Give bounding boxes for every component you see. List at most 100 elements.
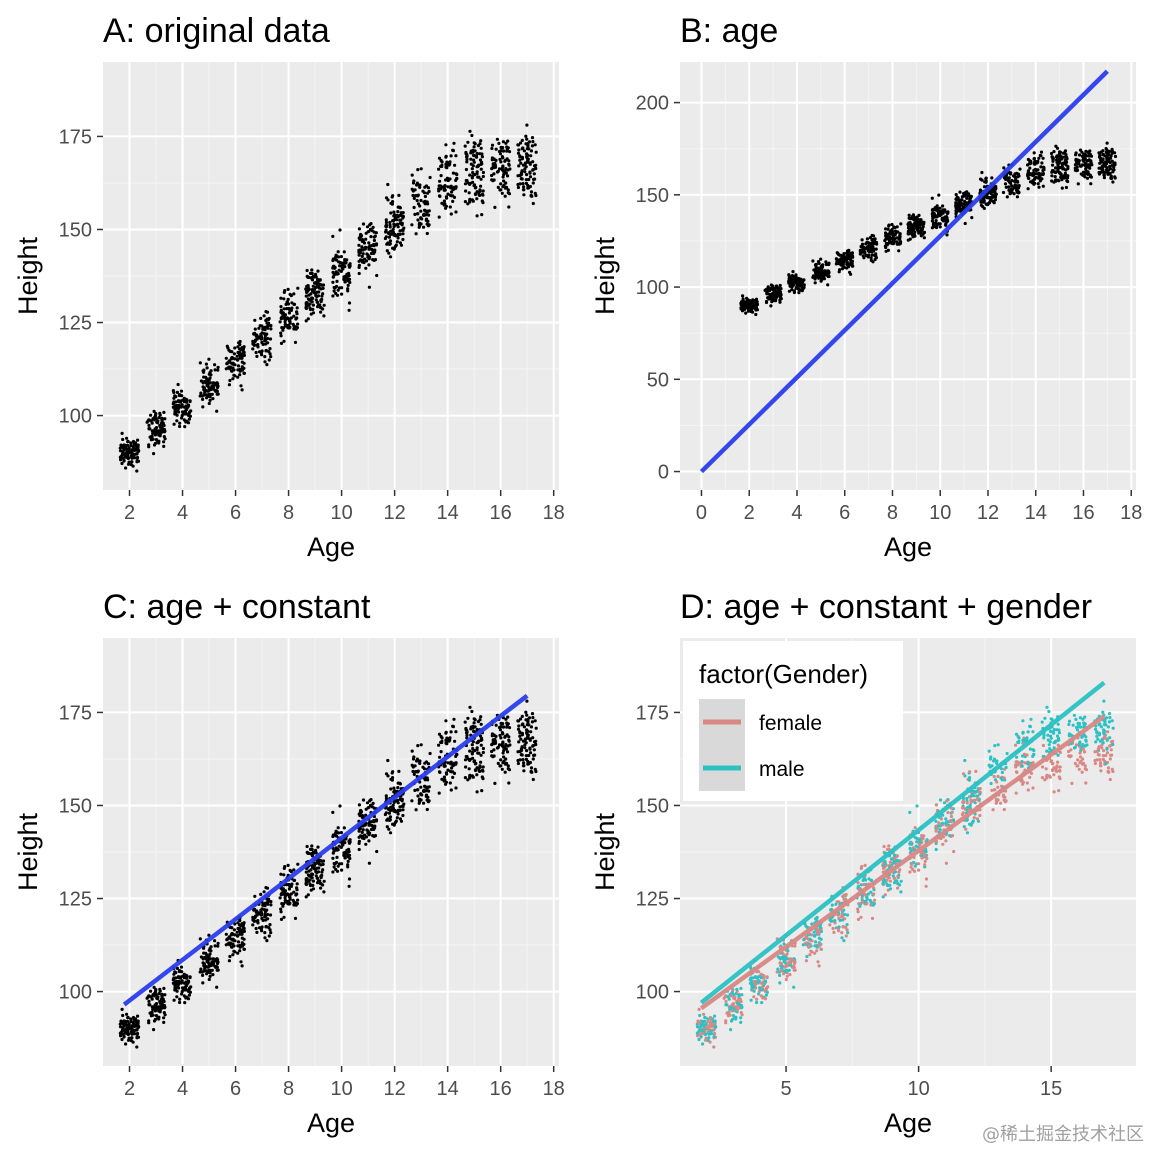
data-point <box>411 765 415 769</box>
data-point <box>264 924 268 929</box>
data-point <box>479 160 484 164</box>
data-point <box>282 873 286 877</box>
data-point <box>455 177 459 181</box>
data-point <box>367 821 371 826</box>
data-point <box>156 997 160 1001</box>
data-point <box>205 384 209 388</box>
data-point <box>473 718 477 722</box>
data-point <box>178 424 182 429</box>
data-point <box>495 746 500 750</box>
data-point <box>384 796 388 801</box>
data-point <box>135 459 139 463</box>
data-point <box>1087 172 1091 176</box>
data-point <box>1082 159 1086 163</box>
data-point <box>338 264 342 268</box>
data-point <box>238 347 242 351</box>
data-point <box>238 373 242 377</box>
data-point <box>504 757 508 761</box>
data-point <box>438 179 442 183</box>
data-point <box>908 221 912 225</box>
data-point <box>839 263 843 267</box>
data-point <box>799 277 803 281</box>
data-point <box>148 427 152 431</box>
data-point <box>1071 723 1075 727</box>
data-point <box>505 149 509 153</box>
minor-grid <box>680 62 1136 490</box>
data-point <box>993 195 998 199</box>
data-point <box>266 324 270 328</box>
data-point <box>444 719 448 723</box>
data-point <box>410 799 414 803</box>
data-point <box>416 794 420 798</box>
data-point <box>1113 163 1117 167</box>
data-point <box>181 398 185 402</box>
data-point <box>1017 190 1021 195</box>
data-point <box>419 785 423 789</box>
data-point <box>858 249 863 253</box>
data-point <box>386 182 390 187</box>
data-point <box>992 201 996 205</box>
x-tick-label: 14 <box>437 502 459 524</box>
x-tick-label: 8 <box>887 502 898 524</box>
data-point <box>911 217 916 221</box>
data-point <box>215 968 219 972</box>
data-point <box>310 844 314 848</box>
data-point <box>236 921 240 925</box>
data-point <box>522 764 526 768</box>
data-point <box>522 193 526 197</box>
data-point <box>478 188 482 192</box>
data-point <box>346 865 350 869</box>
data-point <box>897 242 901 246</box>
data-point <box>288 319 292 324</box>
data-point <box>475 790 479 794</box>
data-point <box>396 798 400 802</box>
data-point <box>1011 174 1016 178</box>
data-point <box>316 269 320 273</box>
data-point <box>1052 150 1056 154</box>
data-point <box>869 258 873 262</box>
data-point <box>525 728 529 732</box>
data-point <box>745 296 749 300</box>
data-point <box>238 944 242 949</box>
data-point <box>384 196 389 200</box>
data-point <box>475 170 479 174</box>
y-tick-label: 125 <box>59 313 92 335</box>
data-point <box>523 738 527 742</box>
data-point <box>1081 757 1085 761</box>
data-point <box>310 876 314 880</box>
data-point <box>413 788 417 793</box>
data-point <box>401 808 405 812</box>
data-point <box>1062 167 1066 171</box>
data-point <box>1099 166 1103 170</box>
data-point <box>315 861 319 865</box>
data-point <box>493 205 497 209</box>
data-point <box>239 356 244 360</box>
data-point <box>754 312 758 317</box>
data-point <box>201 405 205 409</box>
data-point <box>478 764 482 768</box>
data-point <box>422 801 426 805</box>
data-point <box>370 805 374 809</box>
data-point <box>304 294 308 298</box>
data-point <box>1028 166 1032 170</box>
data-point <box>471 180 475 184</box>
data-point <box>266 336 270 341</box>
data-point <box>367 241 371 245</box>
data-points <box>118 123 538 473</box>
data-point <box>311 311 316 315</box>
data-point <box>897 249 901 253</box>
data-point <box>496 761 500 766</box>
data-point <box>310 852 314 856</box>
data-point <box>1099 764 1103 768</box>
data-point <box>188 399 192 403</box>
data-point <box>265 321 269 325</box>
x-axis-label: Age <box>884 1108 932 1138</box>
data-point <box>261 342 265 346</box>
data-point <box>265 363 269 367</box>
data-point <box>980 170 984 175</box>
data-point <box>235 354 239 358</box>
data-point <box>907 213 911 217</box>
data-point <box>1040 161 1044 165</box>
data-point <box>1088 149 1092 153</box>
data-point <box>369 244 373 248</box>
